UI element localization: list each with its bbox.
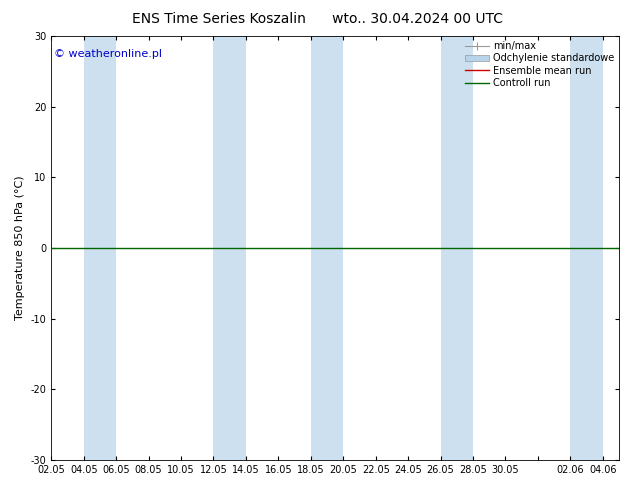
Y-axis label: Temperature 850 hPa (°C): Temperature 850 hPa (°C) (15, 176, 25, 320)
Bar (214, 36, 246, 460)
Legend: min/max, Odchylenie standardowe, Ensemble mean run, Controll run: min/max, Odchylenie standardowe, Ensembl… (463, 39, 616, 90)
Bar (84, 36, 116, 460)
Text: © weatheronline.pl: © weatheronline.pl (54, 49, 162, 59)
Text: ENS Time Series Koszalin      wto.. 30.04.2024 00 UTC: ENS Time Series Koszalin wto.. 30.04.202… (131, 12, 503, 26)
Bar (571, 36, 603, 460)
Bar (311, 36, 343, 460)
Bar (441, 36, 473, 460)
